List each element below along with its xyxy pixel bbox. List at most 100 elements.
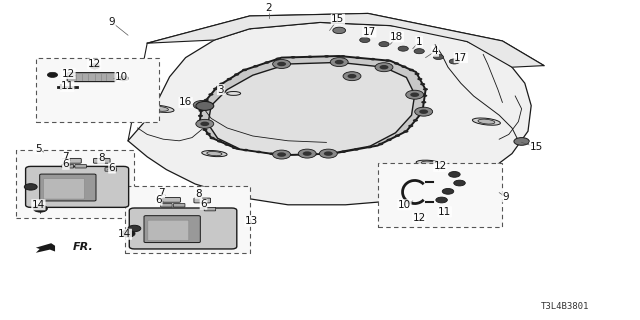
Circle shape bbox=[273, 60, 291, 68]
FancyBboxPatch shape bbox=[105, 168, 116, 171]
Circle shape bbox=[298, 153, 303, 156]
Circle shape bbox=[193, 100, 211, 109]
Circle shape bbox=[324, 55, 329, 58]
Circle shape bbox=[375, 63, 393, 72]
FancyBboxPatch shape bbox=[162, 197, 180, 202]
Circle shape bbox=[291, 56, 296, 59]
Ellipse shape bbox=[227, 92, 241, 95]
FancyBboxPatch shape bbox=[26, 166, 129, 207]
Text: 9: 9 bbox=[502, 192, 509, 202]
Circle shape bbox=[408, 125, 413, 127]
Circle shape bbox=[298, 149, 316, 158]
Circle shape bbox=[256, 151, 261, 153]
Circle shape bbox=[199, 104, 204, 107]
Circle shape bbox=[90, 64, 100, 69]
Bar bbox=[125, 186, 250, 253]
Circle shape bbox=[417, 78, 422, 80]
Circle shape bbox=[307, 56, 312, 58]
FancyBboxPatch shape bbox=[161, 204, 172, 207]
Circle shape bbox=[118, 76, 129, 81]
Circle shape bbox=[385, 59, 390, 62]
Polygon shape bbox=[128, 22, 531, 205]
Bar bbox=[36, 58, 159, 122]
Circle shape bbox=[225, 143, 230, 146]
Text: 15: 15 bbox=[332, 14, 344, 24]
FancyBboxPatch shape bbox=[40, 174, 96, 201]
Circle shape bbox=[197, 120, 202, 122]
Text: 4: 4 bbox=[432, 46, 438, 56]
Circle shape bbox=[253, 65, 259, 68]
Text: 18: 18 bbox=[390, 32, 403, 42]
FancyBboxPatch shape bbox=[194, 198, 211, 203]
Circle shape bbox=[330, 58, 348, 67]
Text: 6: 6 bbox=[156, 195, 162, 205]
FancyBboxPatch shape bbox=[93, 158, 110, 163]
Circle shape bbox=[409, 69, 414, 71]
Circle shape bbox=[196, 119, 214, 128]
Circle shape bbox=[324, 151, 333, 156]
Text: 12: 12 bbox=[434, 161, 447, 172]
Circle shape bbox=[264, 61, 269, 64]
Circle shape bbox=[379, 42, 389, 47]
Circle shape bbox=[121, 230, 135, 237]
Circle shape bbox=[335, 60, 344, 64]
Text: 9: 9 bbox=[109, 17, 115, 28]
Circle shape bbox=[395, 134, 400, 137]
Circle shape bbox=[312, 153, 317, 156]
Circle shape bbox=[209, 137, 214, 139]
Circle shape bbox=[213, 88, 218, 90]
Circle shape bbox=[422, 94, 428, 97]
Circle shape bbox=[354, 148, 359, 151]
FancyBboxPatch shape bbox=[144, 216, 200, 243]
Polygon shape bbox=[208, 62, 415, 155]
Circle shape bbox=[333, 27, 346, 34]
Circle shape bbox=[415, 73, 420, 75]
Circle shape bbox=[204, 99, 209, 101]
Circle shape bbox=[198, 103, 207, 107]
FancyBboxPatch shape bbox=[148, 220, 189, 241]
Text: 6: 6 bbox=[200, 199, 207, 209]
Circle shape bbox=[47, 72, 58, 77]
Text: 1: 1 bbox=[416, 36, 422, 47]
Circle shape bbox=[410, 92, 419, 97]
Circle shape bbox=[423, 88, 428, 91]
Circle shape bbox=[367, 146, 372, 148]
FancyBboxPatch shape bbox=[173, 204, 185, 207]
Bar bbox=[378, 163, 502, 227]
Text: 12: 12 bbox=[62, 68, 75, 79]
Circle shape bbox=[398, 46, 408, 51]
Circle shape bbox=[355, 56, 360, 59]
Circle shape bbox=[200, 122, 209, 126]
Circle shape bbox=[128, 225, 141, 232]
Circle shape bbox=[328, 152, 333, 155]
Text: 3: 3 bbox=[218, 84, 224, 95]
Circle shape bbox=[303, 151, 312, 156]
Circle shape bbox=[514, 138, 529, 145]
Circle shape bbox=[199, 124, 204, 127]
FancyBboxPatch shape bbox=[63, 158, 81, 163]
Circle shape bbox=[196, 101, 214, 110]
Text: 17: 17 bbox=[454, 52, 467, 63]
Ellipse shape bbox=[207, 151, 222, 156]
Circle shape bbox=[234, 73, 239, 76]
Circle shape bbox=[205, 133, 211, 135]
Text: 8: 8 bbox=[195, 188, 202, 199]
Text: 6: 6 bbox=[63, 159, 69, 169]
Circle shape bbox=[442, 188, 454, 194]
Circle shape bbox=[198, 115, 203, 117]
FancyBboxPatch shape bbox=[62, 164, 74, 168]
Circle shape bbox=[360, 37, 370, 43]
Circle shape bbox=[403, 130, 408, 133]
Ellipse shape bbox=[421, 161, 436, 165]
Circle shape bbox=[387, 139, 392, 141]
Text: 12: 12 bbox=[88, 59, 100, 69]
Text: 14: 14 bbox=[32, 200, 45, 210]
Ellipse shape bbox=[146, 105, 174, 112]
Circle shape bbox=[414, 49, 424, 54]
Circle shape bbox=[454, 180, 465, 186]
Circle shape bbox=[420, 108, 426, 110]
Circle shape bbox=[419, 109, 428, 114]
Text: 13: 13 bbox=[245, 216, 258, 227]
Circle shape bbox=[198, 109, 204, 112]
Circle shape bbox=[378, 143, 383, 145]
